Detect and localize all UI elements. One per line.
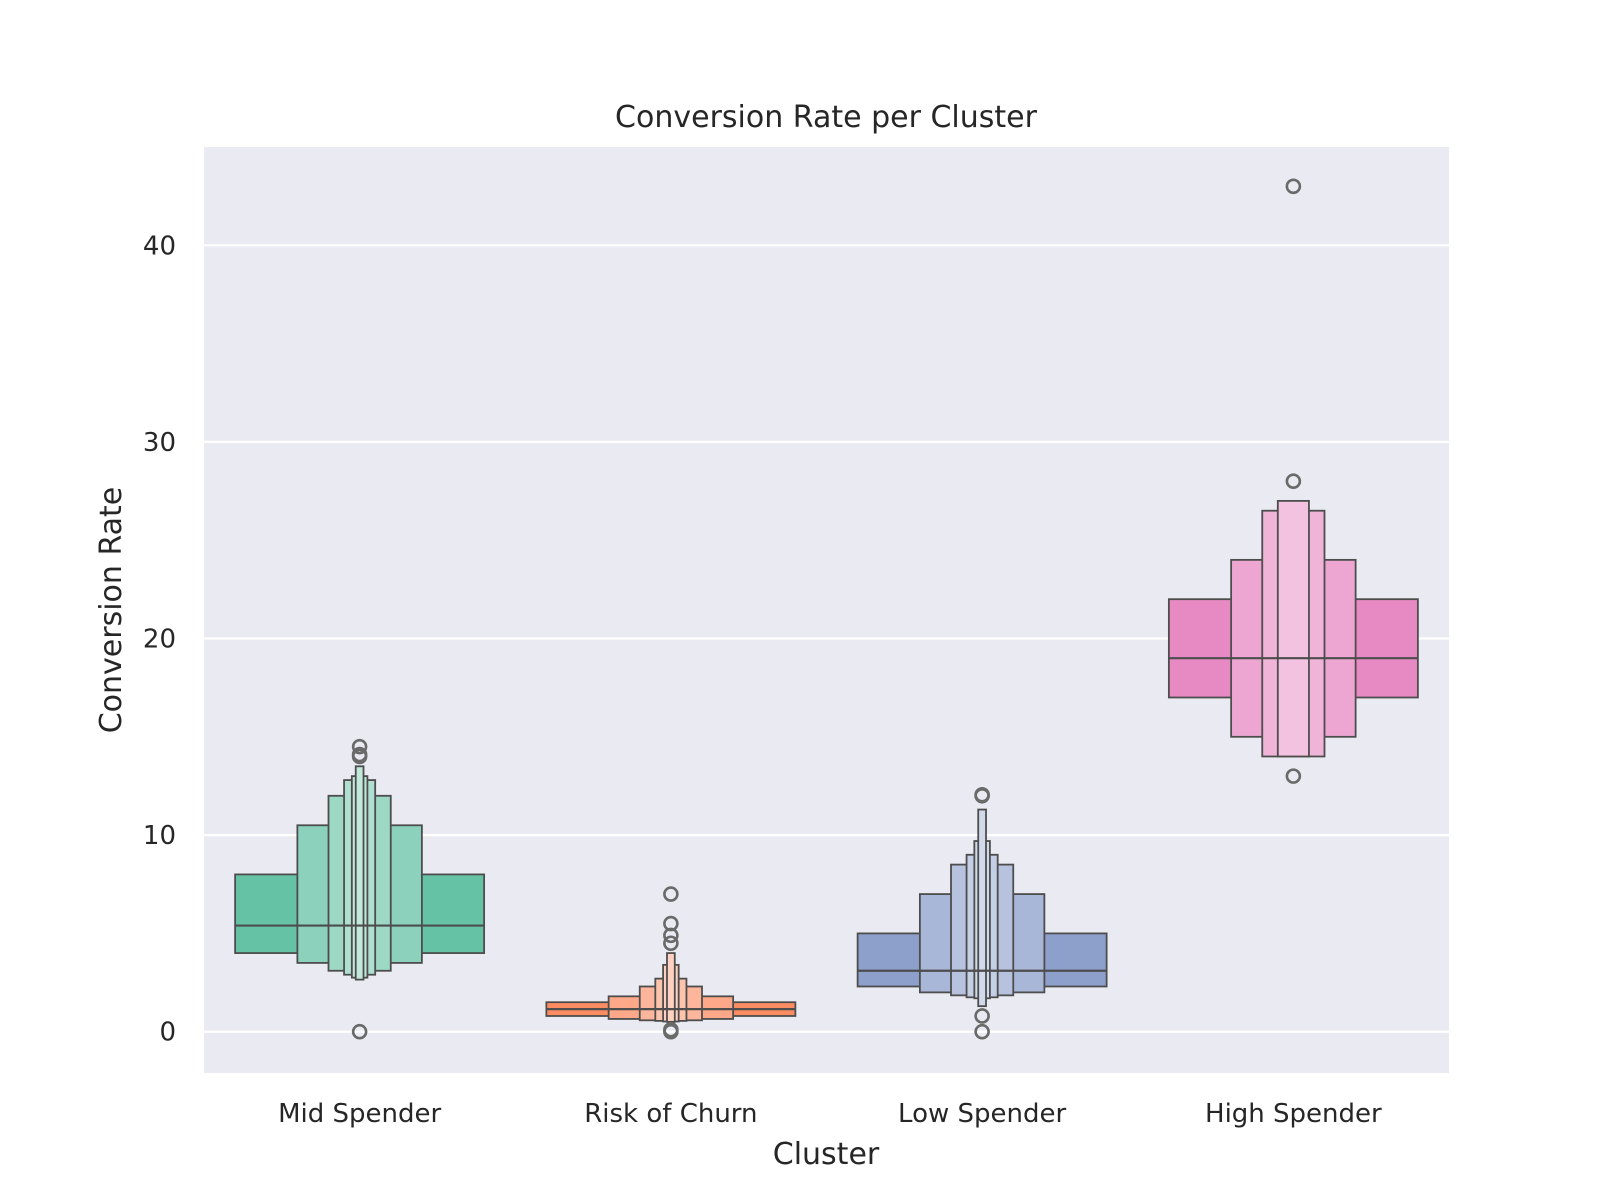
boxen-level xyxy=(1276,499,1310,758)
outlier-point xyxy=(974,1008,990,1024)
y-tick-label: 20 xyxy=(143,625,176,655)
outlier-point xyxy=(663,1021,679,1038)
boxen-level xyxy=(354,765,365,981)
outlier-point xyxy=(974,1023,990,1040)
x-tick-label: High Spender xyxy=(1205,1099,1382,1129)
y-tick-label: 10 xyxy=(143,821,176,851)
outlier-point xyxy=(974,787,990,803)
x-axis-label: Cluster xyxy=(773,1137,880,1172)
outlier-point xyxy=(351,738,368,755)
outlier-point xyxy=(663,886,679,902)
outlier-point xyxy=(351,1023,368,1040)
outlier-point xyxy=(1285,473,1302,490)
y-tick-label: 30 xyxy=(143,428,176,458)
boxen-level xyxy=(977,808,987,1008)
y-axis-label: Conversion Rate xyxy=(94,487,129,734)
outlier-point xyxy=(351,746,368,763)
chart-title: Conversion Rate per Cluster xyxy=(615,100,1038,135)
boxen-level xyxy=(666,952,676,1023)
y-ticks: 0 10 20 30 40 xyxy=(143,231,176,1047)
x-tick-label: Low Spender xyxy=(898,1099,1066,1129)
outlier-point xyxy=(1285,178,1302,195)
boxes xyxy=(234,178,1419,1040)
boxen-group xyxy=(856,787,1108,1040)
boxen-group xyxy=(1167,178,1419,784)
x-ticks: Mid Spender Risk of Churn Low Spender High … xyxy=(278,1099,1382,1129)
outlier-point xyxy=(663,915,679,932)
y-tick-label: 0 xyxy=(159,1018,176,1048)
outlier-point xyxy=(663,935,679,952)
x-tick-label: Mid Spender xyxy=(278,1099,441,1129)
x-tick-label: Risk of Churn xyxy=(584,1099,757,1129)
boxen-group xyxy=(545,886,797,1040)
boxen-group xyxy=(234,738,486,1040)
outlier-point xyxy=(1285,768,1302,784)
y-tick-label: 40 xyxy=(143,231,176,261)
